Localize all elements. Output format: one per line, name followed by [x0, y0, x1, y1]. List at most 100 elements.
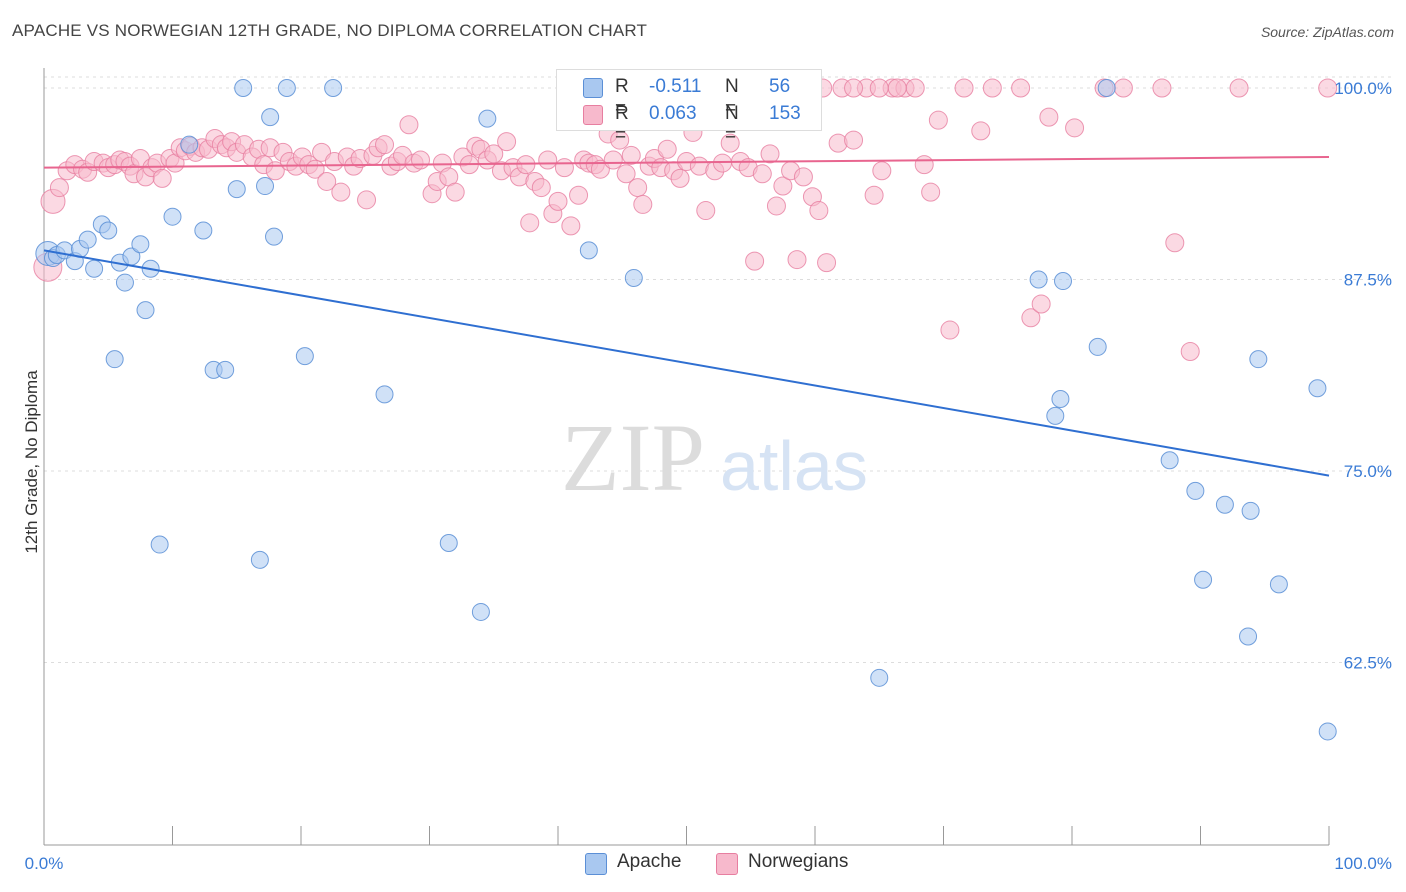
norwegians-point	[887, 78, 907, 98]
legend-r-value: -0.511	[649, 76, 702, 97]
norwegians-point	[531, 178, 551, 198]
apache-point	[136, 301, 155, 320]
apache-point	[150, 535, 169, 554]
legend-n-label: N =	[725, 76, 739, 119]
legend-n-label: N =	[725, 103, 739, 146]
norwegians-point	[317, 171, 337, 191]
norwegians-point	[1039, 107, 1059, 127]
norwegians-point	[1011, 78, 1031, 98]
apache-point	[115, 273, 134, 292]
apache-legend-swatch	[585, 853, 607, 875]
apache-point	[1097, 79, 1116, 97]
apache-point	[1194, 570, 1213, 589]
watermark-zip: ZIP	[561, 404, 705, 511]
legend-r-value: 0.063	[649, 103, 697, 124]
x-tick-label: 100.0%	[1334, 854, 1392, 873]
norwegians-point	[484, 144, 504, 164]
norwegians-point	[152, 168, 172, 188]
legend-n-value: 153	[769, 103, 801, 124]
norwegians-point	[375, 135, 395, 155]
norwegians-point	[520, 213, 540, 233]
apache-legend-label: Apache	[617, 851, 682, 872]
norwegians-point	[312, 142, 332, 162]
norwegians-point	[752, 164, 772, 184]
trend-lines	[43, 155, 1330, 477]
y-tick-label: 100.0%	[1334, 79, 1392, 98]
apache-point	[261, 108, 280, 127]
apache-point	[216, 360, 235, 379]
apache-point	[624, 268, 643, 287]
norwegians-point	[1113, 78, 1133, 98]
norwegians-point	[49, 178, 69, 198]
legend-r-label: R =	[615, 76, 629, 119]
apache-point	[250, 550, 269, 569]
apache-point	[375, 385, 394, 404]
norwegians-point	[864, 185, 884, 205]
apache-point	[478, 109, 497, 128]
apache-point	[227, 180, 246, 199]
norwegians-legend-swatch	[716, 853, 738, 875]
norwegians-point	[766, 196, 786, 216]
norwegians-point	[869, 78, 889, 98]
apache-point	[105, 350, 124, 369]
norwegians-point	[1065, 118, 1085, 138]
apache-point	[1308, 379, 1327, 398]
chart-title: APACHE VS NORWEGIAN 12TH GRADE, NO DIPLO…	[12, 21, 648, 40]
norwegians-point	[905, 78, 925, 98]
norwegians-point	[1021, 308, 1041, 328]
norwegians-point	[793, 167, 813, 187]
apache-point	[1215, 495, 1234, 514]
apache-point	[1239, 627, 1258, 646]
norwegians-point	[357, 190, 377, 210]
norwegians-point	[828, 133, 848, 153]
norwegians-point	[628, 178, 648, 198]
apache-point	[180, 135, 199, 154]
apache-point	[1046, 406, 1065, 425]
apache-point	[1051, 389, 1070, 408]
norwegians-point	[538, 150, 558, 170]
apache-point	[1269, 575, 1288, 594]
norwegians-point	[569, 185, 589, 205]
apache-trend-line	[43, 249, 1330, 477]
norwegians-point	[1180, 342, 1200, 362]
norwegians-point	[610, 130, 630, 150]
norwegians-swatch	[583, 105, 603, 125]
apache-swatch	[583, 78, 603, 98]
norwegians-point	[1165, 233, 1185, 253]
norwegians-point	[954, 78, 974, 98]
apache-point	[131, 235, 150, 254]
apache-point	[1241, 501, 1260, 520]
legend-r-label: R =	[615, 103, 629, 146]
apache-point	[1054, 272, 1073, 291]
norwegians-point	[1229, 78, 1249, 98]
norwegians-point	[633, 194, 653, 214]
apache-point	[1186, 481, 1205, 500]
norwegians-point	[809, 201, 829, 221]
norwegians-point	[921, 182, 941, 202]
norwegians-point	[603, 150, 623, 170]
norwegians-point	[745, 251, 765, 271]
apache-point	[1029, 270, 1048, 289]
y-tick-label: 87.5%	[1344, 271, 1392, 290]
source-credit: Source: ZipAtlas.com	[1260, 24, 1394, 40]
apache-point	[324, 79, 343, 97]
legend-n-value: 56	[769, 76, 791, 97]
watermark: ZIP atlas	[561, 404, 868, 511]
norwegians-point	[445, 182, 465, 202]
apache-point	[579, 241, 598, 260]
norwegians-point	[554, 158, 574, 178]
apache-point	[439, 534, 458, 553]
norwegians-point	[760, 144, 780, 164]
norwegians-point	[621, 145, 641, 165]
norwegians-point	[773, 176, 793, 196]
norwegians-point	[561, 216, 581, 236]
apache-point	[234, 79, 253, 97]
apache-point	[277, 79, 296, 97]
apache-point	[265, 227, 284, 246]
apache-point	[1318, 722, 1337, 741]
tick-labels: 62.5% 75.0% 87.5% 100.0% 0.0% 100.0%	[25, 79, 1392, 873]
apache-point	[85, 259, 104, 278]
norwegians-point	[657, 139, 677, 159]
norwegians-point	[616, 164, 636, 184]
apache-point	[78, 230, 97, 249]
